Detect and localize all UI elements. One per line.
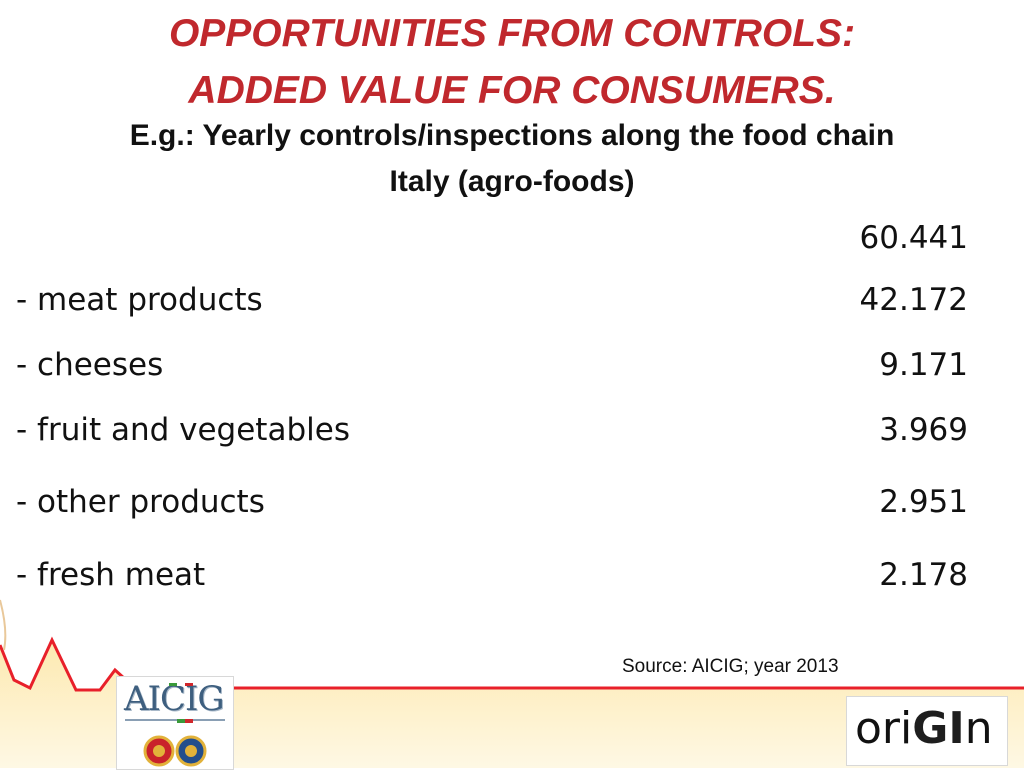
row-value-fruit-vegetables: 3.969: [879, 412, 968, 448]
row-value-other-products: 2.951: [879, 484, 968, 520]
left-edge-curve: [0, 599, 7, 651]
source-note: Source: AICIG; year 2013: [622, 656, 839, 677]
slide-title-line1: OPPORTUNITIES FROM CONTROLS:: [168, 12, 856, 55]
slide-title-line2: ADDED VALUE FOR CONSUMERS.: [188, 69, 836, 112]
row-label-meat-products: - meat products: [16, 282, 263, 318]
origin-logo: oriGIn: [846, 696, 1008, 766]
aicig-logo-graphics: [125, 683, 225, 767]
total-value: 60.441: [859, 220, 968, 256]
origin-logo-text: oriGIn: [855, 703, 993, 754]
row-label-fresh-meat: - fresh meat: [16, 557, 206, 593]
row-label-cheeses: - cheeses: [16, 347, 164, 383]
aicig-logo: AICIG: [116, 676, 234, 770]
subtitle-line2: Italy (agro-foods): [389, 165, 635, 198]
subtitle-line1: E.g.: Yearly controls/inspections along …: [129, 119, 895, 152]
row-label-other-products: - other products: [16, 484, 265, 520]
row-value-fresh-meat: 2.178: [879, 557, 968, 593]
row-value-cheeses: 9.171: [879, 347, 968, 383]
footer-band: [0, 640, 1024, 768]
row-label-fruit-vegetables: - fruit and vegetables: [16, 412, 350, 448]
row-value-meat-products: 42.172: [859, 282, 968, 318]
